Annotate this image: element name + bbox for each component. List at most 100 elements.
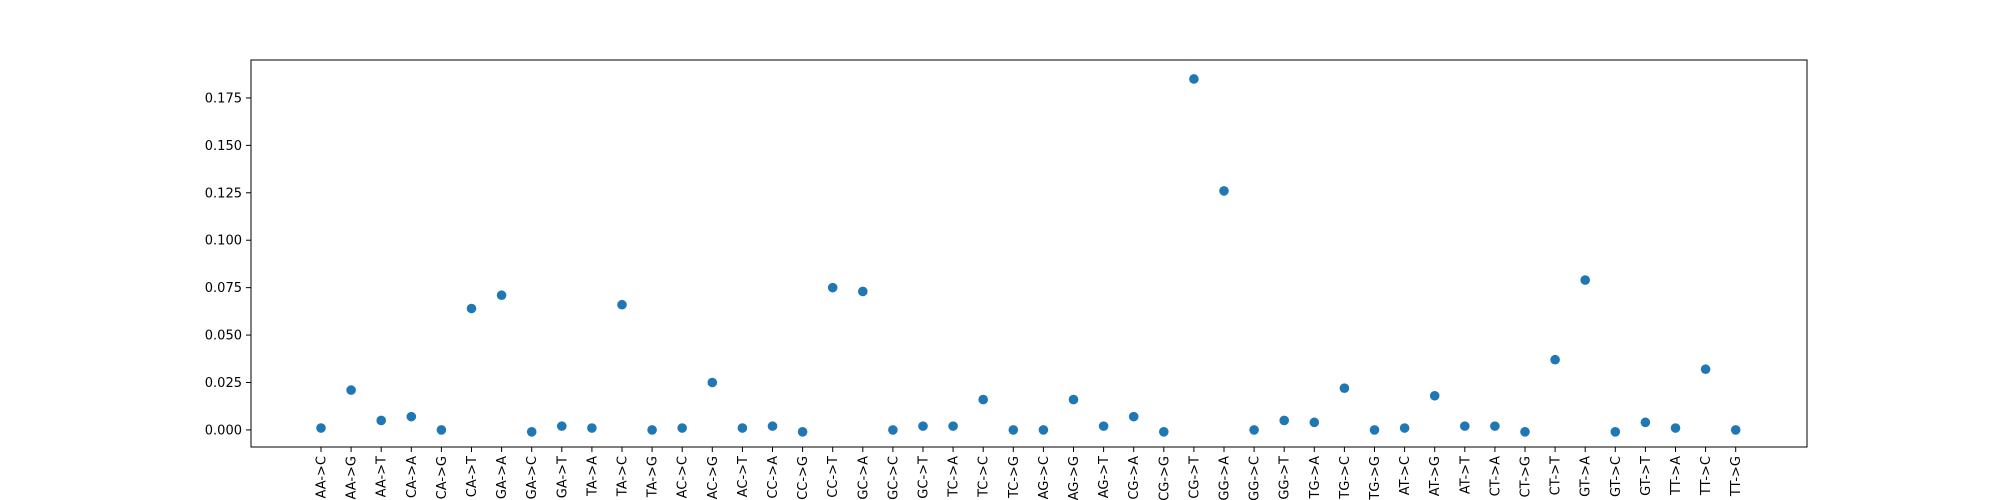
x-tick-label: TC->C	[977, 456, 992, 498]
x-tick-label: GC->C	[886, 456, 901, 500]
data-point	[1038, 425, 1049, 435]
data-point	[707, 377, 718, 388]
data-point	[978, 394, 988, 405]
x-tick-label: AG->C	[1037, 456, 1052, 499]
x-tick-label: AT->T	[1458, 456, 1473, 494]
x-tick-label: CT->G	[1519, 456, 1534, 497]
data-point	[1399, 423, 1410, 433]
x-tick-label: TG->A	[1308, 456, 1323, 500]
y-tick-label: 0.025	[205, 376, 242, 391]
x-tick-label: TT->C	[1699, 456, 1714, 496]
x-tick-label: CT->T	[1549, 456, 1564, 495]
data-point	[1460, 421, 1470, 431]
data-point	[346, 385, 356, 395]
data-point	[406, 411, 417, 422]
data-point	[1369, 425, 1380, 435]
data-point	[1189, 74, 1199, 84]
data-point	[376, 415, 387, 426]
x-tick-label: TC->G	[1007, 456, 1022, 499]
x-tick-label: CA->T	[465, 456, 480, 497]
x-tick-label: AT->G	[1428, 456, 1443, 496]
axes-frame	[250, 59, 1808, 448]
data-point	[526, 427, 537, 437]
x-tick-label: CA->A	[405, 456, 420, 498]
y-tick-label: 0.100	[205, 234, 242, 249]
x-tick-label: CG->A	[1127, 456, 1142, 500]
x-tick-label: GA->A	[495, 456, 510, 499]
x-tick-label: GT->A	[1579, 456, 1594, 497]
data-point	[557, 421, 567, 431]
x-tick-label: AA->C	[315, 456, 330, 499]
data-point	[1128, 411, 1139, 422]
data-point	[1520, 427, 1530, 437]
x-tick-label: TA->G	[646, 456, 661, 498]
data-point	[1279, 415, 1289, 426]
x-tick-label: CA->G	[435, 456, 450, 499]
data-point	[677, 423, 687, 433]
x-tick-label: TC->A	[947, 456, 962, 498]
x-tick-label: AA->T	[375, 456, 390, 497]
x-tick-label: TT->A	[1669, 456, 1684, 496]
data-point	[737, 423, 748, 433]
data-point	[1219, 186, 1229, 196]
x-tick-label: AC->T	[736, 456, 751, 497]
x-tick-label: GA->T	[555, 456, 570, 498]
y-tick-label: 0.175	[205, 91, 242, 106]
x-tick-label: TG->G	[1368, 456, 1383, 500]
x-tick-label: AT->C	[1398, 456, 1413, 495]
data-point	[1309, 417, 1320, 428]
data-point	[1159, 427, 1169, 437]
y-tick-label: 0.150	[205, 139, 242, 154]
x-tick-label: CC->A	[766, 456, 781, 499]
y-tick-label: 0.050	[205, 329, 242, 344]
x-tick-label: GT->T	[1639, 456, 1654, 496]
data-point	[858, 286, 868, 297]
data-point	[1339, 383, 1350, 393]
data-point	[827, 282, 838, 293]
data-point	[767, 421, 778, 431]
data-point	[797, 427, 808, 437]
data-point	[1640, 417, 1651, 428]
data-point	[466, 303, 477, 314]
x-tick-label: GG->T	[1278, 456, 1293, 500]
data-point	[1490, 421, 1500, 431]
x-tick-label: TG->C	[1338, 456, 1353, 500]
y-tick-label: 0.000	[205, 423, 242, 438]
x-tick-label: GT->C	[1609, 456, 1624, 497]
data-point	[1068, 394, 1079, 405]
plot-area: 0.000 0.025 0.050 0.075 0.100 0.125 0.150 0.175…	[205, 59, 1808, 500]
data-point	[436, 425, 447, 435]
data-point	[948, 421, 958, 431]
x-tick-label: TT->G	[1729, 456, 1744, 497]
data-point	[1610, 427, 1621, 437]
x-tick-label: GG->C	[1248, 456, 1263, 500]
data-point	[918, 421, 928, 431]
data-point	[1730, 425, 1741, 435]
x-tick-label: AG->G	[1067, 456, 1082, 500]
data-point	[1429, 390, 1440, 401]
data-point	[496, 290, 507, 301]
x-tick-label: GA->C	[525, 456, 540, 499]
data-point	[316, 423, 326, 433]
x-tick-label: AA->G	[345, 456, 360, 500]
x-tick-label: AG->T	[1097, 456, 1112, 498]
data-point	[617, 299, 627, 310]
x-tick-label: GG->A	[1218, 456, 1233, 500]
x-tick-label: CG->G	[1157, 456, 1172, 500]
x-tick-label: GC->T	[917, 456, 932, 499]
x-tick-label: AC->C	[676, 456, 691, 498]
x-tick-label: TA->A	[585, 456, 600, 497]
data-point	[1249, 425, 1259, 435]
x-tick-label: CC->G	[796, 456, 811, 500]
data-point	[1670, 423, 1681, 433]
data-point	[1098, 421, 1109, 431]
data-point	[1008, 425, 1019, 435]
x-tick-label: TA->C	[616, 456, 631, 497]
data-point	[1580, 275, 1590, 285]
data-point	[1550, 354, 1560, 365]
y-tick-label: 0.075	[205, 281, 242, 296]
data-point	[1700, 364, 1711, 375]
x-tick-label: AC->G	[706, 456, 721, 499]
